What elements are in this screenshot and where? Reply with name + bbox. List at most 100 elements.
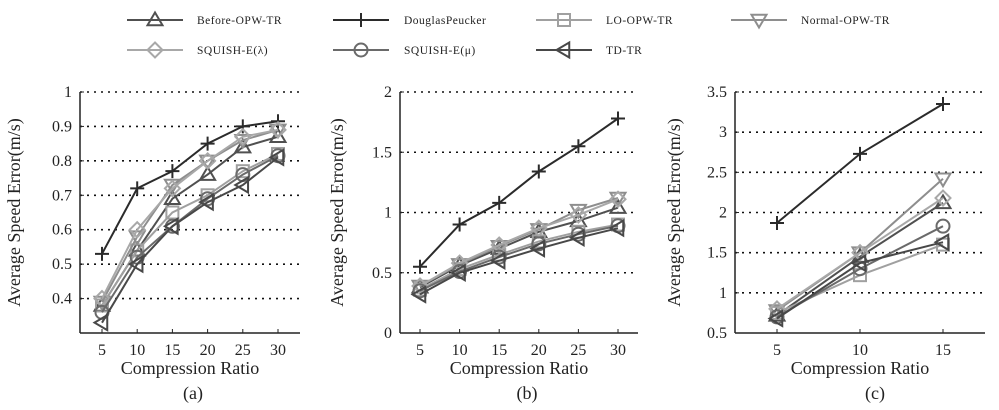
data-point: [568, 228, 585, 248]
data-point: [770, 215, 784, 230]
data-point: [198, 165, 217, 181]
y-tick-label: 0.5: [707, 325, 727, 342]
data-point: [608, 198, 628, 214]
legend-label: TD-TR: [606, 45, 642, 57]
data-point: [165, 164, 180, 179]
data-point: [489, 251, 506, 270]
data-point: [611, 111, 625, 126]
data-point: [165, 205, 180, 220]
data-point: [128, 220, 147, 239]
series-douglaspeucker: [413, 111, 625, 274]
legend-label: Normal-OPW-TR: [801, 15, 890, 27]
series-line: [101, 128, 279, 303]
y-tick-label: 1: [384, 205, 392, 222]
y-tick-label: 1: [64, 84, 72, 101]
y-tick-label: 0.4: [52, 291, 72, 308]
data-point: [531, 236, 547, 252]
x-tick-label: 5: [416, 342, 424, 359]
y-tick-label: 0.9: [52, 118, 72, 135]
data-point: [851, 243, 869, 262]
x-tick-label: 30: [270, 342, 286, 359]
series-td-tr: [767, 232, 950, 328]
legend-marker: [145, 10, 165, 27]
legend-label: DouglasPeucker: [404, 15, 486, 27]
data-point: [935, 218, 951, 234]
data-point: [490, 236, 509, 254]
x-tick-label: 15: [164, 342, 180, 359]
legend-label: SQUISH-E(μ): [404, 45, 476, 57]
x-axis-label: Compression Ratio: [791, 358, 930, 378]
data-point: [413, 259, 427, 274]
legend-marker: [749, 13, 769, 30]
series-lo-opw-tr: [413, 217, 625, 297]
data-point: [130, 181, 145, 196]
data-point: [92, 313, 109, 332]
series-line: [101, 156, 279, 324]
data-point: [450, 263, 466, 282]
data-point: [95, 246, 109, 261]
data-point: [571, 139, 586, 154]
series-line: [419, 227, 619, 296]
data-point: [529, 239, 546, 258]
data-point: [936, 97, 950, 112]
legend-label: Before-OPW-TR: [197, 15, 282, 27]
data-point: [767, 309, 784, 328]
data-point: [933, 172, 953, 189]
data-point: [269, 120, 287, 139]
panel-caption: (c): [865, 383, 885, 404]
data-point: [233, 137, 253, 154]
y-tick-label: 0.7: [52, 187, 72, 204]
y-tick-label: 1.5: [707, 245, 727, 262]
data-point: [608, 218, 625, 238]
y-axis-label: Average Speed Error(m/s): [664, 118, 685, 307]
series-line: [776, 241, 944, 320]
x-tick-label: 10: [452, 342, 468, 359]
series-line: [776, 103, 944, 224]
y-tick-label: 2: [719, 205, 727, 222]
x-tick-label: 5: [98, 342, 106, 359]
y-tick-label: 0.8: [52, 153, 72, 170]
legend-label: SQUISH-E(λ): [197, 45, 268, 57]
data-point: [268, 127, 288, 144]
data-point: [850, 253, 867, 273]
panel-caption: (b): [517, 383, 538, 404]
x-tick-label: 10: [129, 342, 145, 359]
data-point: [163, 179, 182, 198]
series-td-tr: [410, 218, 625, 304]
legend-label: LO-OPW-TR: [606, 15, 673, 27]
series-douglaspeucker: [95, 114, 285, 261]
series-line: [776, 225, 944, 318]
legend-marker: [353, 42, 369, 58]
data-point: [569, 205, 588, 224]
series-line: [419, 198, 619, 287]
x-tick-label: 20: [200, 342, 216, 359]
data-point: [609, 190, 627, 209]
data-point: [570, 226, 586, 242]
data-point: [233, 127, 252, 146]
data-point: [531, 164, 546, 179]
data-point: [198, 151, 217, 170]
legend-item: Before-OPW-TR: [127, 10, 282, 27]
y-tick-label: 0: [384, 325, 392, 342]
series-squish-e-: [768, 189, 952, 318]
series-squish-e-: [412, 218, 626, 299]
x-tick-label: 5: [773, 342, 781, 359]
legend-item: TD-TR: [536, 40, 642, 60]
legend-item: Normal-OPW-TR: [731, 13, 890, 30]
data-point: [268, 148, 285, 167]
data-point: [452, 217, 467, 232]
legend-marker: [557, 13, 571, 27]
data-point: [491, 249, 507, 265]
chart-panel: 0.5 1 1.5 2 2.5 3 3.5 5 10 15 Compression Ratio Ave…: [664, 84, 985, 404]
data-point: [198, 154, 217, 171]
y-tick-label: 2: [384, 84, 392, 101]
panel-caption: (a): [183, 383, 203, 404]
y-tick-label: 0.6: [52, 222, 72, 239]
series-line: [776, 202, 944, 317]
series-squish-e-: [411, 190, 627, 295]
legend-marker: [146, 41, 164, 59]
legend-item: SQUISH-E(μ): [333, 42, 476, 58]
data-point: [853, 146, 867, 161]
